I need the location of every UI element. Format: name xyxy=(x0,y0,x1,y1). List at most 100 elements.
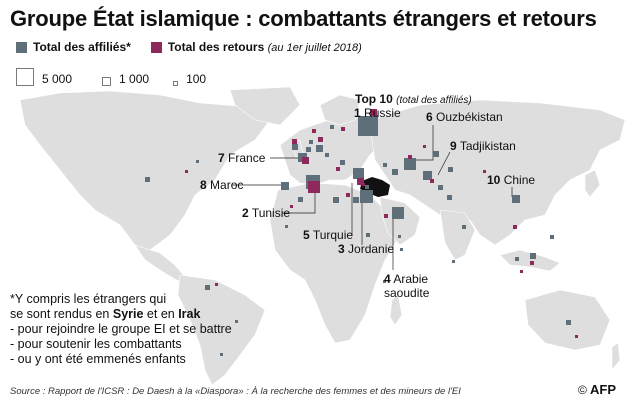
affiliated-soudan xyxy=(366,233,370,237)
affiliated-kirghizistan xyxy=(448,167,453,172)
returns-royaume-uni xyxy=(292,139,297,144)
affiliated-turquie xyxy=(353,168,364,179)
affiliated-chine xyxy=(512,195,520,203)
returns-algerie xyxy=(290,205,293,208)
world-map xyxy=(0,85,630,385)
affiliated-yemen xyxy=(398,235,401,238)
affiliated-azerbaidjan xyxy=(392,169,398,175)
affiliated-malaisie xyxy=(515,257,519,261)
affiliated-ouzbekistan xyxy=(404,158,416,170)
label-russie: 1 Russie xyxy=(354,106,401,120)
size-legend-label-100: 100 xyxy=(186,72,207,86)
affiliated-inde xyxy=(462,225,466,229)
affiliated-tanzanie xyxy=(383,280,386,283)
new-zealand-shape xyxy=(611,342,621,371)
affiliated-pays-bas xyxy=(309,140,313,144)
returns-turquie xyxy=(357,178,364,185)
affiliated-philippines xyxy=(550,235,554,239)
asia-shape xyxy=(369,99,626,246)
affiliated-suede xyxy=(330,125,334,129)
top10-heading: Top 10 (total des affiliés) xyxy=(355,92,472,106)
size-legend-label-5000: 5 000 xyxy=(42,72,73,86)
label-ouzbekistan: 6 Ouzbékistan xyxy=(426,110,503,124)
footnote-line5: - ou y ont été emmenés enfants xyxy=(10,352,186,366)
label-tunisie: 2 Tunisie xyxy=(242,206,291,220)
affiliated-argentine xyxy=(220,353,223,356)
returns-france xyxy=(302,157,309,164)
page-title: Groupe État islamique : combattants étra… xyxy=(10,6,597,31)
affiliated-canada xyxy=(196,160,199,163)
returns-balkans xyxy=(336,167,340,171)
size-legend: 5 000 1 000 100 xyxy=(16,68,206,86)
returns-malaisie xyxy=(520,270,523,273)
scandinavia-shape xyxy=(319,94,361,126)
returns-kazakhstan xyxy=(423,145,426,148)
affiliated-pakistan xyxy=(447,195,452,200)
footnote-line4: - pour soutenir les combattants xyxy=(10,337,182,351)
affiliated-tadjikistan xyxy=(423,171,432,180)
returns-arabie xyxy=(384,214,388,218)
label-chine: 10 Chine xyxy=(487,173,536,187)
returns-australie xyxy=(575,335,578,338)
affiliated-australie xyxy=(566,320,571,325)
affiliated-egypte xyxy=(353,197,359,203)
greenland-shape xyxy=(229,86,301,126)
world-map-svg xyxy=(19,86,626,385)
affiliated-bresil xyxy=(235,320,238,323)
affiliated-balkans xyxy=(340,160,345,165)
label-france: 7 France xyxy=(218,151,266,165)
affiliated-libye xyxy=(333,197,339,203)
affiliated-georgie xyxy=(383,163,387,167)
returns-asie xyxy=(483,170,486,173)
returns-russie xyxy=(370,109,377,116)
affiliated-usa xyxy=(145,177,150,182)
connector-tunisie xyxy=(282,185,316,214)
south-america-shape xyxy=(177,274,266,385)
returns-belgique xyxy=(312,129,316,133)
label-maroc: 8 Maroc xyxy=(200,178,244,192)
footnote-line3: - pour rejoindre le groupe EI et se batt… xyxy=(10,322,232,336)
footnote-line2: se sont rendus en Syrie et en Irak xyxy=(10,307,201,321)
affiliated-liban xyxy=(365,185,369,189)
returns-tadjikistan xyxy=(430,179,434,183)
label-jordanie: 3 Jordanie xyxy=(338,242,395,256)
returns-allemagne xyxy=(318,137,323,142)
returns-trinite xyxy=(215,283,218,286)
source-text: Source : Rapport de l'ICSR : De Daesh à … xyxy=(10,386,461,397)
returns-legend-label: Total des retours (au 1er juillet 2018) xyxy=(167,40,362,54)
affiliated-mali xyxy=(285,225,288,228)
footnote-line1: *Y compris les étrangers qui xyxy=(10,292,167,306)
returns-suede xyxy=(341,127,345,131)
connector-tadjikistan xyxy=(437,151,451,176)
returns-indonesie xyxy=(530,261,534,265)
size-legend-label-1000: 1 000 xyxy=(119,72,150,86)
returns-liban xyxy=(362,183,365,186)
affiliated-maldives xyxy=(452,260,455,263)
affiliated-somalie xyxy=(400,248,403,251)
north-america-shape xyxy=(19,90,271,251)
returns-egypte xyxy=(346,193,350,197)
arabia-shape xyxy=(379,196,421,246)
size-legend-box-1000 xyxy=(102,77,112,86)
label-turquie: 5 Turquie xyxy=(303,228,354,242)
afp-credit: © AFP xyxy=(578,382,616,397)
affiliated-indonesie xyxy=(530,253,536,259)
affiliated-belgique xyxy=(306,147,311,152)
connector-ouzbekistan xyxy=(415,125,434,161)
madagascar-shape xyxy=(389,294,403,326)
affiliated-autriche xyxy=(325,153,329,157)
size-legend-box-5000 xyxy=(16,68,34,86)
returns-swatch xyxy=(150,41,162,53)
affiliated-royaume-uni xyxy=(292,144,298,150)
affiliated-kazakhstan xyxy=(433,151,439,157)
label-tadjikistan: 9 Tadjikistan xyxy=(450,139,516,153)
affiliated-russie xyxy=(358,116,378,136)
southeast-asia-shape xyxy=(499,249,561,272)
affiliated-afghanistan xyxy=(438,185,443,190)
affiliated-arabie xyxy=(392,207,404,219)
returns-philippines xyxy=(513,225,517,229)
label-arabie: 4 Arabie saoudite xyxy=(384,272,430,300)
central-america-shape xyxy=(134,244,186,282)
affiliated-legend-label: Total des affiliés* xyxy=(33,40,131,54)
